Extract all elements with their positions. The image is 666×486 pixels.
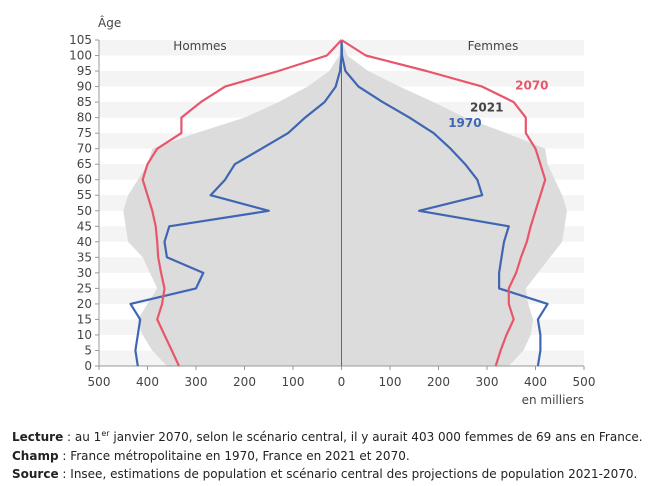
series-2021-men-area — [123, 40, 342, 366]
x-tick-label: 200 — [233, 375, 256, 389]
y-tick-label: 55 — [77, 188, 92, 202]
x-tick-label: 100 — [282, 375, 305, 389]
y-axis-title: Âge — [98, 15, 121, 30]
y-tick-label: 50 — [77, 204, 92, 218]
men-label: Hommes — [173, 39, 226, 53]
y-tick-label: 95 — [77, 64, 92, 78]
y-tick-label: 30 — [77, 266, 92, 280]
x-tick-label: 200 — [427, 375, 450, 389]
note-lecture: Lecture : au 1er janvier 2070, selon le … — [12, 429, 643, 444]
series-2070-women-line — [340, 39, 547, 367]
y-tick-label: 35 — [77, 250, 92, 264]
x-tick-label: 300 — [185, 375, 208, 389]
y-tick-label: 20 — [77, 297, 92, 311]
y-tick-label: 15 — [77, 312, 92, 326]
x-tick-label: 500 — [88, 375, 111, 389]
series-1970-women-line — [340, 39, 549, 367]
series-label-2021: 2021 — [470, 100, 503, 114]
note-champ: Champ : France métropolitaine en 1970, F… — [12, 448, 410, 463]
y-tick-label: 25 — [77, 281, 92, 295]
y-tick-label: 105 — [69, 33, 92, 47]
y-tick-label: 60 — [77, 173, 92, 187]
y-tick-label: 45 — [77, 219, 92, 233]
y-tick-label: 75 — [77, 126, 92, 140]
women-label: Femmes — [468, 39, 519, 53]
x-tick-label: 300 — [476, 375, 499, 389]
y-tick-label: 0 — [84, 359, 92, 373]
x-tick-label: 400 — [136, 375, 159, 389]
x-tick-label: 400 — [524, 375, 547, 389]
y-tick-label: 70 — [77, 142, 92, 156]
x-tick-label: 0 — [338, 375, 346, 389]
y-tick-label: 40 — [77, 235, 92, 249]
note-label: Lecture — [12, 430, 64, 444]
y-tick-label: 80 — [77, 111, 92, 125]
note-label: Source — [12, 467, 59, 481]
x-tick-label: 100 — [379, 375, 402, 389]
y-tick-label: 85 — [77, 95, 92, 109]
x-axis-title: en milliers — [522, 393, 584, 407]
series-label-1970: 1970 — [448, 116, 481, 130]
y-tick-label: 10 — [77, 328, 92, 342]
population-pyramid-chart: 0510152025303540455055606570758085909510… — [69, 15, 596, 407]
series-2070-men-line — [141, 39, 343, 367]
note-source: Source : Insee, estimations de populatio… — [12, 467, 638, 481]
y-tick-label: 5 — [84, 343, 92, 357]
series-1970-men-line — [129, 40, 343, 367]
y-tick-label: 90 — [77, 80, 92, 94]
note-label: Champ — [12, 448, 59, 463]
x-tick-label: 500 — [573, 375, 596, 389]
series-label-2070: 2070 — [515, 79, 548, 93]
y-tick-label: 100 — [69, 49, 92, 63]
y-tick-label: 65 — [77, 157, 92, 171]
notes: Lecture : au 1er janvier 2070, selon le … — [12, 425, 658, 484]
